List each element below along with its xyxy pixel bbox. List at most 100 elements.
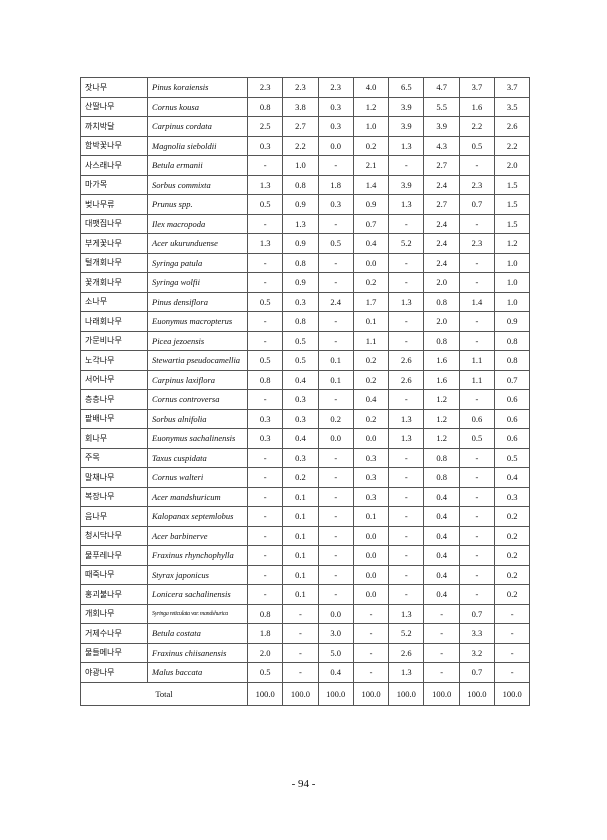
korean-name-cell: 꽃개회나무 <box>80 272 148 293</box>
value-cell: 5.0 <box>317 642 354 663</box>
value-cell: 0.6 <box>494 408 531 429</box>
korean-name-cell: 야광나무 <box>80 662 148 683</box>
total-row: Total 100.0 100.0 100.0 100.0 100.0 100.0 100.0… <box>80 681 531 706</box>
total-value-cell: 100.0 <box>423 681 460 706</box>
table-row: 노각나무 Stewartia pseudocamellia 0.5 0.5 0.1 0.2… <box>80 350 531 371</box>
value-cell: 2.3 <box>458 233 496 254</box>
value-cell: 2.5 <box>246 116 284 137</box>
value-cell: - <box>494 603 531 624</box>
value-cell: 0.6 <box>458 408 496 429</box>
korean-name-cell: 복장나무 <box>80 486 148 507</box>
value-cell: 3.9 <box>388 96 425 117</box>
value-cell: 0.3 <box>282 389 319 410</box>
value-cell: - <box>246 330 284 351</box>
value-cell: 3.9 <box>388 116 425 137</box>
total-value-cell: 100.0 <box>388 681 425 706</box>
value-cell: 1.6 <box>423 369 460 390</box>
value-cell: 2.3 <box>458 174 496 195</box>
scientific-name-cell: Carpinus laxiflora <box>147 369 248 390</box>
value-cell: 1.2 <box>423 428 460 449</box>
value-cell: - <box>458 389 496 410</box>
value-cell: 1.5 <box>494 174 531 195</box>
korean-name-cell: 물들메나무 <box>80 642 148 663</box>
scientific-name-cell: Cornus kousa <box>147 96 248 117</box>
value-cell: 0.2 <box>494 564 531 585</box>
value-cell: 2.2 <box>458 116 496 137</box>
value-cell: 1.2 <box>423 389 460 410</box>
value-cell: - <box>317 486 354 507</box>
value-cell: 0.0 <box>352 428 390 449</box>
korean-name-cell: 마가목 <box>80 174 148 195</box>
korean-name-cell: 팥배나무 <box>80 408 148 429</box>
value-cell: - <box>352 603 390 624</box>
value-cell: 0.8 <box>282 174 319 195</box>
value-cell: - <box>458 213 496 234</box>
value-cell: 1.1 <box>458 350 496 371</box>
value-cell: 1.3 <box>388 291 425 312</box>
value-cell: 0.3 <box>317 116 354 137</box>
value-cell: - <box>282 642 319 663</box>
value-cell: 0.2 <box>352 369 390 390</box>
value-cell: 5.2 <box>388 233 425 254</box>
table-row: 사스래나무 Betula ermanii -1.0-2.1-2.7-2.0 <box>80 155 531 176</box>
value-cell: - <box>246 447 284 468</box>
value-cell: 0.3 <box>317 194 354 215</box>
scientific-name-cell: Magnolia sieboldii <box>147 135 248 156</box>
value-cell: 2.6 <box>388 642 425 663</box>
value-cell: 0.8 <box>246 96 284 117</box>
value-cell: - <box>388 330 425 351</box>
korean-name-cell: 개회나무 <box>80 603 148 624</box>
total-value-cell: 100.0 <box>352 681 390 706</box>
value-cell: 0.5 <box>458 135 496 156</box>
value-cell: 0.1 <box>317 369 354 390</box>
korean-name-cell: 말채나무 <box>80 467 148 488</box>
value-cell: - <box>317 545 354 566</box>
table-row: 음나무 Kalopanax septemlobus -0.1-0.1-0.4-0.2 <box>80 506 531 527</box>
value-cell: - <box>317 252 354 273</box>
value-cell: 4.0 <box>352 77 390 98</box>
value-cell: - <box>494 662 531 683</box>
species-importance-table: 잣나무 Pinus koraiensis 2.3 2.3 2.3 4.0 6.5 4.7 3.7… <box>80 77 531 706</box>
value-cell: 0.1 <box>282 584 319 605</box>
value-cell: - <box>317 584 354 605</box>
scientific-name-cell: Fraxinus chiisanensis <box>147 642 248 663</box>
korean-name-cell: 벚나무류 <box>80 194 148 215</box>
value-cell: 0.4 <box>352 389 390 410</box>
korean-name-cell: 거제수나무 <box>80 623 148 644</box>
value-cell: - <box>282 662 319 683</box>
value-cell: - <box>494 642 531 663</box>
korean-name-cell: 까치박달 <box>80 116 148 137</box>
value-cell: 0.1 <box>282 525 319 546</box>
value-cell: 0.2 <box>494 506 531 527</box>
value-cell: - <box>246 155 284 176</box>
total-value-cell: 100.0 <box>494 681 531 706</box>
value-cell: - <box>352 623 390 644</box>
scientific-name-cell: Taxus cuspidata <box>147 447 248 468</box>
value-cell: 0.8 <box>423 467 460 488</box>
table-row: 부게꽃나무 Acer ukurunduense 1.3 0.9 0.5 0.4 5.2 2.4… <box>80 233 531 254</box>
value-cell: 2.6 <box>388 369 425 390</box>
scientific-name-cell: Prunus spp. <box>147 194 248 215</box>
table-row: 꽃개회나무 Syringa wolfii -0.9-0.2-2.0-1.0 <box>80 272 531 293</box>
value-cell: - <box>246 584 284 605</box>
value-cell: 0.3 <box>282 408 319 429</box>
value-cell: 1.0 <box>352 116 390 137</box>
value-cell: 5.5 <box>423 96 460 117</box>
scientific-name-cell: Euonymus sachalinensis <box>147 428 248 449</box>
korean-name-cell: 주목 <box>80 447 148 468</box>
table-row: 복장나무 Acer mandshuricum -0.1-0.3-0.4-0.3 <box>80 486 531 507</box>
total-value-cell: 100.0 <box>246 681 284 706</box>
value-cell: 3.7 <box>458 77 496 98</box>
value-cell: 2.7 <box>423 155 460 176</box>
table-row: 까치박달 Carpinus cordata 2.5 2.7 0.3 1.0 3.9 3.9 2.… <box>80 116 531 137</box>
value-cell: 1.4 <box>458 291 496 312</box>
value-cell: 1.5 <box>494 213 531 234</box>
scientific-name-cell: Sorbus alnifolia <box>147 408 248 429</box>
korean-name-cell: 함박꽃나무 <box>80 135 148 156</box>
scientific-name-cell: Betula costata <box>147 623 248 644</box>
value-cell: - <box>317 447 354 468</box>
value-cell: - <box>317 272 354 293</box>
table-row: 나래회나무 Euonymus macropterus -0.8-0.1-2.0-0.… <box>80 311 531 332</box>
value-cell: 2.7 <box>423 194 460 215</box>
value-cell: 0.3 <box>282 291 319 312</box>
